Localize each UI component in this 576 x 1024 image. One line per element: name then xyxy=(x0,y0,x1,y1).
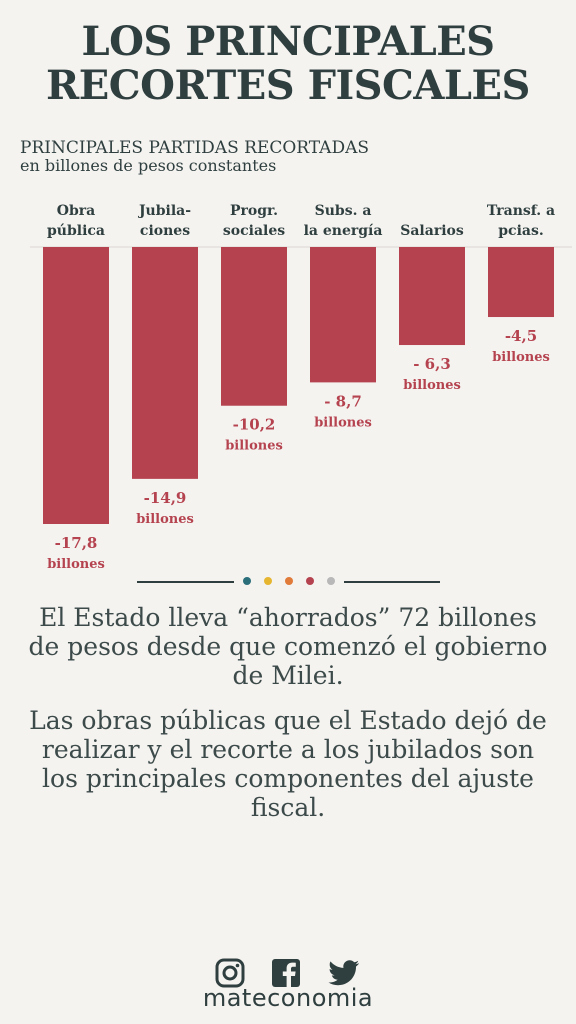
category-label: pública xyxy=(47,223,105,239)
social-links xyxy=(0,958,576,988)
unit-label: billones xyxy=(314,415,372,430)
value-label: -17,8 xyxy=(55,534,98,552)
paragraph-components: Las obras públicas que el Estado dejó de… xyxy=(29,706,547,822)
divider-dot xyxy=(285,577,293,585)
category-label: Transf. a xyxy=(487,203,555,219)
unit-label: billones xyxy=(136,512,194,527)
unit-label: billones xyxy=(492,350,550,365)
bar-chart: Obra pública -17,8 billones Jubila-ciones -14… xyxy=(30,203,572,572)
category-label: la energía xyxy=(304,223,383,239)
title-line-1: LOS PRINCIPALES xyxy=(81,18,495,65)
category-label: Progr. xyxy=(230,203,278,219)
value-label: - 8,7 xyxy=(324,392,362,410)
category-label: pcias. xyxy=(498,223,543,239)
category-label: Jubila- xyxy=(137,203,191,219)
bar xyxy=(399,247,465,346)
bar xyxy=(132,247,198,479)
chart-units: en billones de pesos constantes xyxy=(20,156,277,175)
value-label: -4,5 xyxy=(505,327,537,345)
unit-label: billones xyxy=(47,557,105,572)
value-label: - 6,3 xyxy=(413,355,451,373)
bar xyxy=(310,247,376,383)
divider-line-right xyxy=(344,581,440,583)
bar xyxy=(488,247,554,318)
divider-line-left xyxy=(137,581,234,583)
unit-label: billones xyxy=(225,439,283,454)
category-label: Salarios xyxy=(400,223,464,239)
bar xyxy=(43,247,109,524)
divider-dot xyxy=(306,577,314,585)
bar xyxy=(221,247,287,406)
facebook-icon[interactable] xyxy=(271,958,301,988)
unit-label: billones xyxy=(403,378,461,393)
page-title: LOS PRINCIPALES RECORTES FISCALES xyxy=(0,20,576,108)
chart-subtitle: PRINCIPALES PARTIDAS RECORTADAS en billo… xyxy=(20,139,369,175)
brand-name: mateconomia xyxy=(202,984,374,1012)
category-label: sociales xyxy=(223,223,285,239)
chart-title: PRINCIPALES PARTIDAS RECORTADAS xyxy=(20,138,370,158)
value-label: -10,2 xyxy=(233,416,276,434)
divider-dot xyxy=(243,577,251,585)
value-label: -14,9 xyxy=(144,489,187,507)
divider-dot xyxy=(327,577,335,585)
instagram-icon[interactable] xyxy=(215,958,245,988)
divider xyxy=(137,577,440,585)
paragraph-savings: El Estado lleva “ahorrados” 72 billones … xyxy=(28,603,548,690)
category-label: ciones xyxy=(140,223,190,239)
title-line-2: RECORTES FISCALES xyxy=(46,62,530,109)
category-label: Obra xyxy=(57,203,95,219)
twitter-icon[interactable] xyxy=(327,958,361,988)
category-label: Subs. a xyxy=(315,203,372,219)
divider-dot xyxy=(264,577,272,585)
